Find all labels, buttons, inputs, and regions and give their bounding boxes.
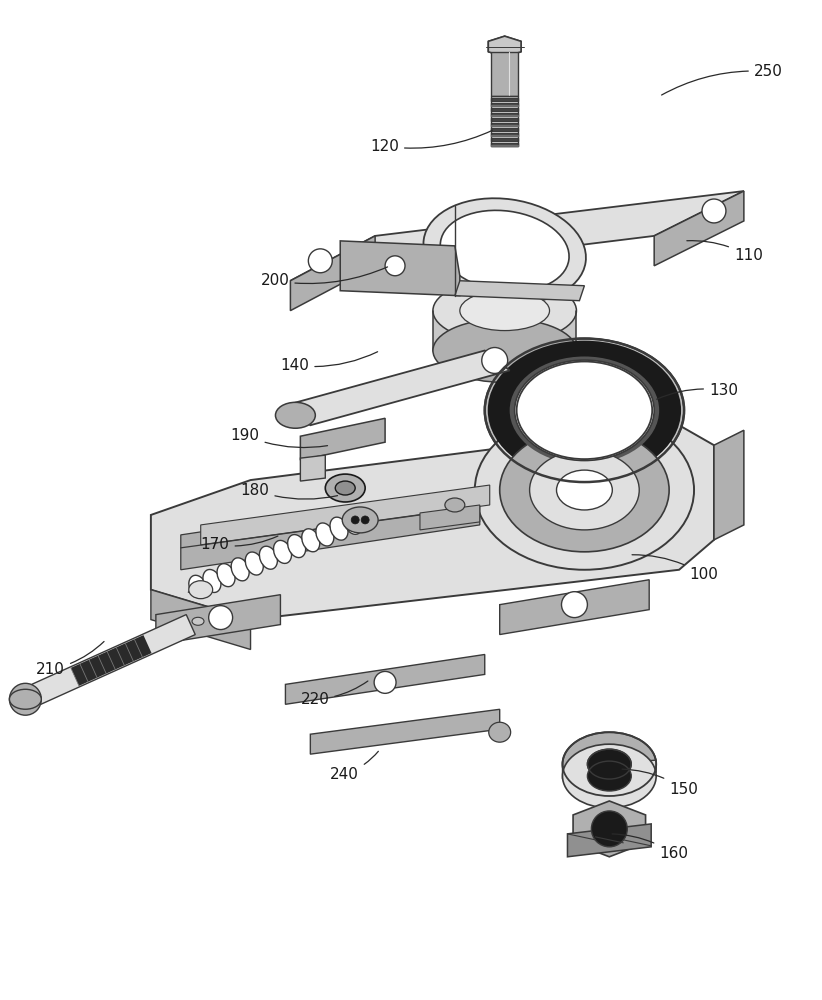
Polygon shape (156, 595, 280, 645)
Polygon shape (567, 824, 651, 857)
Ellipse shape (441, 210, 569, 291)
Text: 120: 120 (370, 130, 492, 154)
Polygon shape (181, 490, 480, 570)
Ellipse shape (459, 291, 550, 331)
Ellipse shape (433, 279, 576, 343)
Ellipse shape (335, 481, 355, 495)
Polygon shape (488, 47, 505, 57)
Text: 190: 190 (231, 428, 327, 448)
Circle shape (482, 348, 508, 373)
Ellipse shape (529, 450, 640, 530)
Circle shape (374, 671, 396, 693)
Polygon shape (32, 615, 196, 704)
Text: 140: 140 (280, 352, 377, 373)
Ellipse shape (342, 507, 378, 533)
Text: 130: 130 (657, 383, 738, 399)
Circle shape (361, 516, 369, 524)
Ellipse shape (330, 517, 348, 540)
Polygon shape (488, 36, 521, 57)
Ellipse shape (562, 732, 656, 796)
Ellipse shape (231, 558, 249, 581)
Ellipse shape (485, 339, 684, 482)
Polygon shape (488, 36, 505, 47)
Polygon shape (714, 430, 744, 540)
Polygon shape (505, 47, 521, 57)
Polygon shape (300, 418, 385, 460)
Circle shape (702, 199, 726, 223)
Polygon shape (151, 425, 714, 620)
Polygon shape (573, 801, 645, 857)
Text: 200: 200 (261, 267, 387, 288)
Ellipse shape (288, 535, 306, 558)
Text: 100: 100 (632, 555, 718, 582)
Circle shape (9, 683, 41, 715)
Circle shape (351, 516, 359, 524)
Polygon shape (201, 485, 490, 545)
Ellipse shape (302, 529, 320, 552)
Ellipse shape (275, 402, 316, 428)
Ellipse shape (445, 498, 464, 512)
Text: 210: 210 (36, 641, 104, 677)
Ellipse shape (475, 410, 694, 570)
Ellipse shape (217, 564, 235, 587)
Ellipse shape (189, 581, 213, 599)
Polygon shape (455, 281, 584, 301)
Ellipse shape (556, 470, 612, 510)
Polygon shape (290, 191, 744, 281)
Ellipse shape (9, 689, 41, 709)
Circle shape (308, 249, 332, 273)
Ellipse shape (487, 341, 681, 480)
Ellipse shape (344, 511, 363, 534)
Ellipse shape (500, 428, 669, 552)
Polygon shape (420, 505, 480, 530)
Ellipse shape (326, 474, 365, 502)
Polygon shape (290, 236, 375, 311)
Polygon shape (654, 191, 744, 266)
Text: 240: 240 (330, 751, 378, 782)
Ellipse shape (433, 319, 576, 382)
Ellipse shape (423, 198, 586, 303)
Circle shape (591, 811, 627, 847)
Polygon shape (71, 635, 151, 686)
Ellipse shape (245, 552, 263, 575)
Polygon shape (500, 580, 649, 635)
Ellipse shape (510, 356, 659, 464)
Polygon shape (311, 709, 500, 754)
Ellipse shape (316, 523, 334, 546)
Ellipse shape (562, 744, 656, 808)
Ellipse shape (192, 617, 204, 625)
Text: 160: 160 (612, 834, 688, 861)
Text: 110: 110 (687, 241, 763, 263)
Ellipse shape (203, 569, 221, 592)
Polygon shape (505, 41, 521, 52)
Circle shape (561, 592, 588, 618)
Ellipse shape (274, 540, 292, 563)
Ellipse shape (588, 761, 631, 791)
Polygon shape (505, 36, 521, 47)
Ellipse shape (189, 575, 207, 598)
Polygon shape (188, 517, 363, 592)
Ellipse shape (588, 749, 631, 779)
Ellipse shape (260, 546, 277, 569)
Ellipse shape (515, 360, 654, 461)
Text: 170: 170 (201, 536, 278, 552)
Text: 180: 180 (241, 483, 338, 499)
Circle shape (385, 256, 405, 276)
Polygon shape (285, 654, 485, 704)
Polygon shape (300, 455, 326, 481)
Text: 250: 250 (662, 64, 783, 95)
Polygon shape (492, 52, 518, 96)
Text: 150: 150 (622, 769, 698, 797)
Ellipse shape (489, 722, 510, 742)
Polygon shape (151, 590, 251, 649)
Polygon shape (488, 41, 505, 52)
Polygon shape (340, 241, 459, 296)
Circle shape (209, 606, 233, 630)
Text: 220: 220 (300, 681, 368, 707)
Polygon shape (562, 760, 656, 779)
Polygon shape (285, 351, 510, 425)
Polygon shape (433, 311, 576, 351)
